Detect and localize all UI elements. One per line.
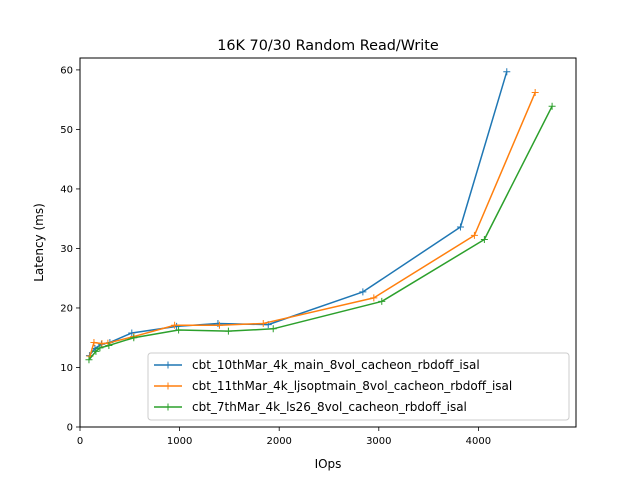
legend-label: cbt_10thMar_4k_main_8vol_cacheon_rbdoff_… [192, 358, 480, 372]
legend-entry: cbt_11thMar_4k_ljsoptmain_8vol_cacheon_r… [154, 379, 512, 393]
data-point [480, 236, 488, 244]
data-point [531, 89, 539, 97]
legend: cbt_10thMar_4k_main_8vol_cacheon_rbdoff_… [147, 352, 570, 421]
y-tick-label: 10 [60, 363, 73, 374]
plot-frame [79, 57, 577, 428]
data-point [378, 297, 386, 305]
y-tick-label: 30 [60, 244, 73, 255]
x-tick-label: 1000 [167, 436, 192, 447]
data-point [503, 68, 511, 76]
legend-label: cbt_11thMar_4k_ljsoptmain_8vol_cacheon_r… [192, 379, 512, 393]
x-tick-label: 3000 [366, 436, 391, 447]
x-tick-label: 0 [77, 436, 83, 447]
data-point [259, 319, 267, 327]
data-point [96, 344, 104, 352]
y-tick-label: 50 [60, 125, 73, 136]
legend-box [147, 352, 570, 421]
data-point [92, 347, 100, 355]
data-point [105, 341, 113, 349]
legend-swatch-marker [164, 361, 172, 369]
x-axis-label: IOps [315, 457, 342, 471]
series-2 [85, 102, 556, 364]
data-point [470, 231, 478, 239]
legend-entry: cbt_10thMar_4k_main_8vol_cacheon_rbdoff_… [154, 358, 480, 372]
legend-label: cbt_7thMar_4k_ls26_8vol_cacheon_rbdoff_i… [192, 400, 467, 414]
data-point [171, 321, 179, 329]
legend-entry: cbt_7thMar_4k_ls26_8vol_cacheon_rbdoff_i… [154, 400, 467, 414]
data-point [269, 325, 277, 333]
data-point [456, 223, 464, 231]
data-point [175, 326, 183, 334]
y-tick-label: 40 [60, 185, 73, 196]
data-point [548, 102, 556, 110]
data-point [215, 321, 223, 329]
legend-swatch-marker [164, 382, 172, 390]
x-tick-label: 2000 [266, 436, 291, 447]
data-point [98, 340, 106, 348]
y-tick-label: 60 [60, 66, 73, 77]
data-point [359, 288, 367, 296]
y-tick-label: 20 [60, 304, 73, 315]
data-point [128, 329, 136, 337]
legend-swatch-marker [164, 403, 172, 411]
y-axis-label: Latency (ms) [32, 203, 46, 282]
x-axis-ticks: 0 1000 2000 3000 4000 [77, 427, 491, 447]
chart-title: 16K 70/30 Random Read/Write [217, 38, 439, 54]
y-tick-label: 0 [67, 423, 73, 434]
data-point [370, 294, 378, 302]
y-axis-ticks: 0 10 20 30 40 50 60 [60, 66, 80, 434]
data-point [130, 334, 138, 342]
series-layer [85, 68, 556, 364]
data-point [90, 338, 98, 346]
x-tick-label: 4000 [466, 436, 491, 447]
data-point [224, 327, 232, 335]
data-point [85, 356, 93, 364]
